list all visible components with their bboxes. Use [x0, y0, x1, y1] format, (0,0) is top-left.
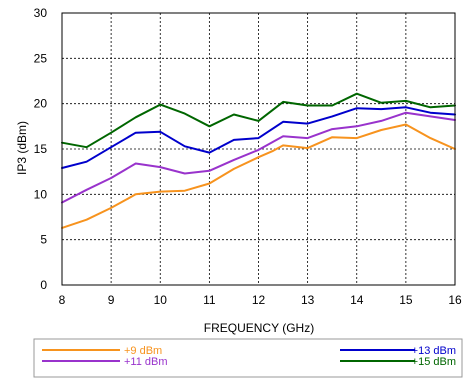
y-tick-label: 20	[34, 97, 48, 111]
x-tick-label: 14	[350, 293, 364, 307]
y-tick-label: 15	[34, 142, 48, 156]
y-tick-label: 5	[40, 233, 47, 247]
x-tick-label: 11	[203, 293, 216, 307]
legend-label: +15 dBm	[412, 356, 456, 368]
y-tick-label: 10	[34, 187, 48, 201]
tick-labels: 8 9 10 11 12 13 14 15 16 0 5 10 15 20 25 30	[34, 6, 462, 307]
series-line-11dbmdbm	[61, 111, 456, 204]
legend-label: +9 dBm	[124, 345, 162, 357]
x-tick-label: 13	[301, 293, 315, 307]
x-tick-label: 10	[154, 293, 168, 307]
series-line-9dbmdbm	[61, 123, 456, 229]
x-tick-label: 12	[252, 293, 266, 307]
legend-box	[33, 338, 463, 378]
plot-frame	[61, 12, 456, 286]
series-line-15dbmdbm	[61, 92, 456, 149]
x-tick-label: 9	[108, 293, 115, 307]
legend-label: +13 dBm	[412, 345, 456, 357]
series-lines	[61, 92, 456, 229]
series-line-13dbmdbm	[61, 106, 456, 169]
y-axis-title: IP3 (dBm)	[15, 121, 29, 175]
legend-label: +11 dBm	[124, 356, 168, 368]
legend: +9 dBm+11 dBm +13 dBm+15 dBm	[42, 345, 456, 368]
y-tick-label: 0	[40, 278, 47, 292]
y-tick-label: 25	[34, 51, 48, 65]
x-tick-label: 15	[399, 293, 413, 307]
y-tick-label: 30	[34, 6, 48, 20]
x-tick-label: 8	[59, 293, 66, 307]
x-axis-title: FREQUENCY (GHz)	[204, 321, 314, 335]
x-tick-label: 16	[448, 293, 462, 307]
